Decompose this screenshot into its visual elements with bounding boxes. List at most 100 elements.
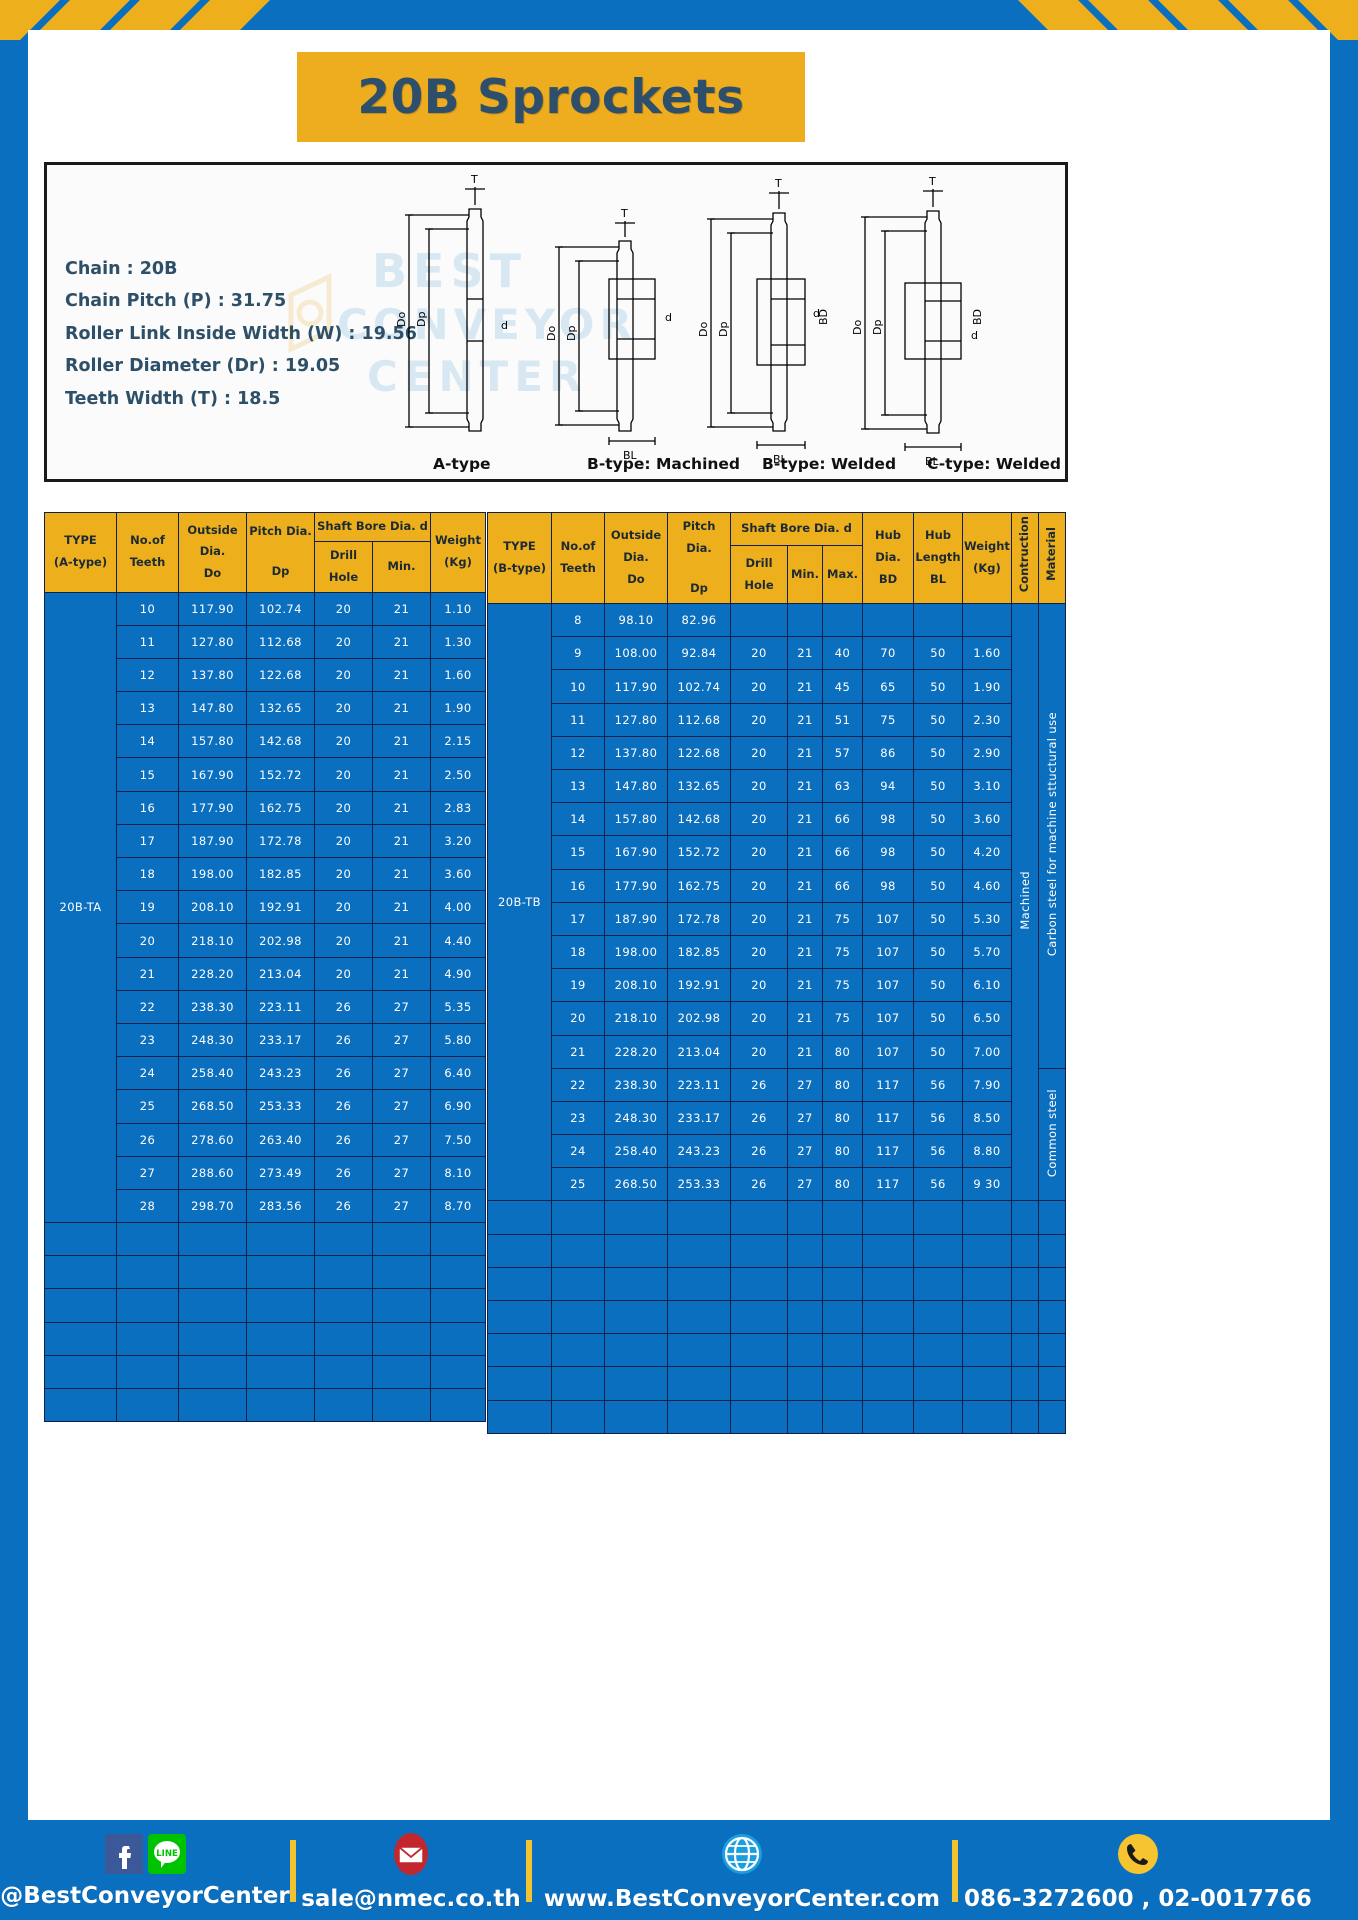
cell-teeth: 10 — [551, 669, 605, 704]
cell-empty — [1037, 1399, 1066, 1434]
table-a-body: 20B-TA 10 117.90 102.74 20 21 1.10 11 127.80 112.… — [44, 591, 486, 1423]
cell-outside-dia: 187.90 — [178, 823, 247, 859]
footer-facebook[interactable]: LINE @BestConveyorCenter — [0, 1833, 290, 1909]
cell-outside-dia: 288.60 — [178, 1155, 247, 1190]
globe-icon — [719, 1831, 765, 1882]
spec-chain-pitch: Chain Pitch (P) : 31.75 — [65, 291, 287, 312]
cell-empty — [787, 1266, 823, 1302]
cell-min: 27 — [372, 1056, 431, 1091]
table-row: 16 177.90 162.75 20 21 2.83 — [45, 790, 486, 825]
cell-pitch-dia: 132.65 — [246, 691, 315, 726]
cell-min: 21 — [787, 868, 823, 903]
cell-empty — [787, 1366, 823, 1401]
cell-pitch-dia: 152.72 — [667, 835, 731, 870]
cell-weight: 2.83 — [430, 790, 486, 825]
cell-min: 21 — [372, 823, 431, 859]
cell-outside-dia: 258.40 — [178, 1056, 247, 1091]
cell-drill-hole: 20 — [730, 636, 788, 671]
cell-pitch-dia: 233.17 — [667, 1100, 731, 1136]
cell-pitch-dia: 213.04 — [667, 1034, 731, 1069]
svg-text:Do: Do — [545, 326, 558, 341]
th-shaft-bore-group-b: Shaft Bore Dia. d — [730, 511, 863, 547]
table-row: 17 187.90 172.78 20 21 75 107 50 5.30 — [488, 901, 1066, 936]
table-b-body: 20B-TB 8 98.10 82.96 Machined Carbon steel fo… — [487, 603, 1066, 1434]
cell-drill-hole: 20 — [730, 968, 788, 1003]
cell-teeth: 10 — [116, 591, 179, 626]
footer-facebook-label: @BestConveyorCenter — [0, 1882, 290, 1909]
cell-drill-hole: 26 — [314, 1122, 373, 1157]
cell-hub-dia: 94 — [862, 769, 914, 804]
caption-b-type-machined: B-type: Machined — [587, 455, 741, 473]
th-hub-dia-b: Hub Dia. BD — [862, 511, 914, 605]
cell-outside-dia: 228.20 — [178, 956, 247, 991]
cell-empty — [913, 1366, 963, 1401]
cell-empty — [430, 1354, 486, 1390]
cell-empty — [430, 1222, 486, 1257]
phone-icon — [1115, 1831, 1161, 1882]
cell-empty — [667, 1366, 731, 1401]
svg-text:d: d — [501, 319, 508, 332]
cell-outside-dia: 167.90 — [178, 757, 247, 792]
cell-empty — [487, 1300, 552, 1335]
cell-empty — [178, 1354, 247, 1390]
cell-empty — [730, 1366, 788, 1401]
cell-empty — [913, 1233, 963, 1268]
cell-outside-dia: 187.90 — [604, 901, 668, 936]
cell-weight: 1.60 — [430, 657, 486, 693]
svg-text:T: T — [470, 173, 478, 186]
cell-hub-length: 50 — [913, 835, 963, 870]
cell-pitch-dia: 243.23 — [667, 1134, 731, 1169]
cell-pitch-dia: 253.33 — [246, 1089, 315, 1124]
cell-teeth: 14 — [116, 724, 179, 759]
cell-teeth: 15 — [551, 835, 605, 870]
footer-website[interactable]: www.BestConveyorCenter.com — [532, 1831, 952, 1912]
cell-weight: 2.30 — [962, 702, 1012, 737]
cell-teeth: 23 — [551, 1100, 605, 1136]
table-b-wrapper: TYPE (B-type) No.of Teeth Outside Dia. D… — [487, 511, 1066, 1434]
cell-hub-dia: 86 — [862, 735, 914, 771]
footer-email[interactable]: sale@nmec.co.th — [296, 1831, 526, 1912]
cell-empty — [551, 1233, 605, 1268]
cell-max: 75 — [822, 934, 863, 970]
cell-hub-length: 56 — [913, 1100, 963, 1136]
table-row: 26 278.60 263.40 26 27 7.50 — [45, 1122, 486, 1157]
cell-pitch-dia: 142.68 — [667, 802, 731, 837]
table-row: 21 228.20 213.04 20 21 4.90 — [45, 956, 486, 991]
cell-empty — [116, 1321, 179, 1356]
cell-outside-dia: 157.80 — [178, 724, 247, 759]
cell-weight: 5.80 — [430, 1022, 486, 1058]
table-row: 20B-TB 8 98.10 82.96 Machined Carbon steel fo… — [487, 603, 1066, 1202]
spec-roller-dia: Roller Diameter (Dr) : 19.05 — [65, 356, 341, 377]
table-row: 11 127.80 112.68 20 21 51 75 50 2.30 — [488, 702, 1066, 737]
cell-hub-dia: 117 — [862, 1067, 914, 1102]
th-pitch-dia-b: Pitch Dia. Dp — [667, 511, 731, 605]
cell-empty — [1037, 1233, 1066, 1268]
cell-teeth: 18 — [116, 857, 179, 892]
table-row-empty — [487, 1333, 1066, 1368]
cell-construction: Machined — [1010, 603, 1039, 1202]
cell-outside-dia: 108.00 — [604, 636, 668, 671]
table-row: 13 147.80 132.65 20 21 63 94 50 3.10 — [488, 769, 1066, 804]
cell-hub-length — [913, 603, 963, 638]
cell-teeth: 22 — [551, 1067, 605, 1102]
cell-empty — [667, 1300, 731, 1335]
cell-hub-length: 50 — [913, 868, 963, 903]
sprocket-drawings-svg: T Do Dp — [395, 173, 984, 468]
cell-empty — [551, 1200, 605, 1235]
cell-empty — [372, 1255, 431, 1290]
cell-min: 27 — [372, 1089, 431, 1124]
table-row-empty — [44, 1388, 486, 1423]
th-outside-dia-a: Outside Dia. Do — [178, 512, 247, 593]
cell-max: 40 — [822, 636, 863, 671]
cell-hub-length: 50 — [913, 1034, 963, 1069]
cell-outside-dia: 117.90 — [178, 591, 247, 626]
svg-text:BD: BD — [817, 309, 830, 325]
cell-drill-hole: 20 — [314, 624, 373, 659]
table-row: 14 157.80 142.68 20 21 2.15 — [45, 724, 486, 759]
cell-drill-hole — [730, 603, 788, 638]
cell-teeth: 13 — [551, 769, 605, 804]
table-row-empty — [487, 1366, 1066, 1401]
cell-empty — [314, 1288, 373, 1323]
footer-phone[interactable]: 086-3272600 , 02-0017766 — [958, 1831, 1318, 1912]
